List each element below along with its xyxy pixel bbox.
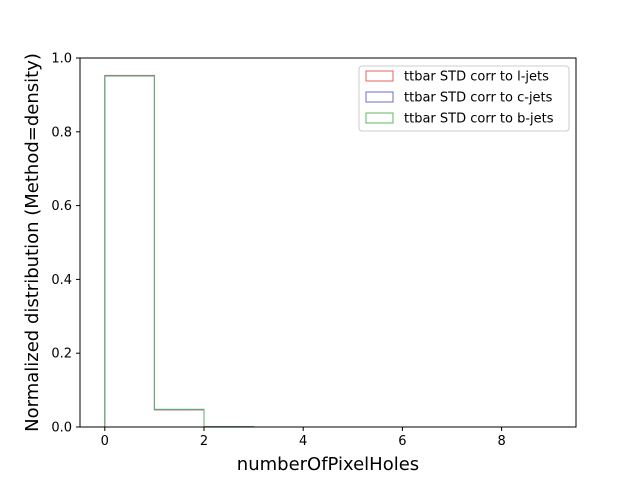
legend-swatch	[365, 70, 394, 82]
legend-label: ttbar STD corr to l-jets	[404, 70, 549, 85]
legend-swatch	[365, 112, 394, 124]
legend: ttbar STD corr to l-jets ttbar STD corr t…	[358, 65, 570, 132]
plot-frame	[79, 57, 577, 428]
y-axis-label: Normalized distribution (Method=density)	[22, 53, 43, 432]
y-tick-label: 1.0	[51, 52, 72, 67]
y-tick-label: 0.0	[51, 421, 72, 436]
legend-label: ttbar STD corr to c-jets	[404, 91, 553, 106]
legend-box	[358, 65, 570, 132]
y-tick-label: 0.4	[51, 273, 72, 288]
ticks-layer: 0 2 4 6 8 0.0 0.2 0.4 0.6 0.8 1.0	[51, 52, 505, 450]
y-tick-label: 0.8	[51, 125, 72, 140]
legend-label: ttbar STD corr to b-jets	[404, 112, 554, 127]
x-tick-label: 2	[200, 434, 208, 449]
x-tick-label: 4	[299, 434, 307, 449]
x-tick-label: 8	[497, 434, 505, 449]
y-tick-label: 0.2	[51, 347, 72, 362]
legend-swatch	[365, 91, 394, 103]
x-tick-label: 0	[101, 434, 109, 449]
y-tick-label: 0.6	[51, 199, 72, 214]
x-axis-label: numberOfPixelHoles	[237, 454, 419, 475]
x-tick-label: 6	[398, 434, 406, 449]
